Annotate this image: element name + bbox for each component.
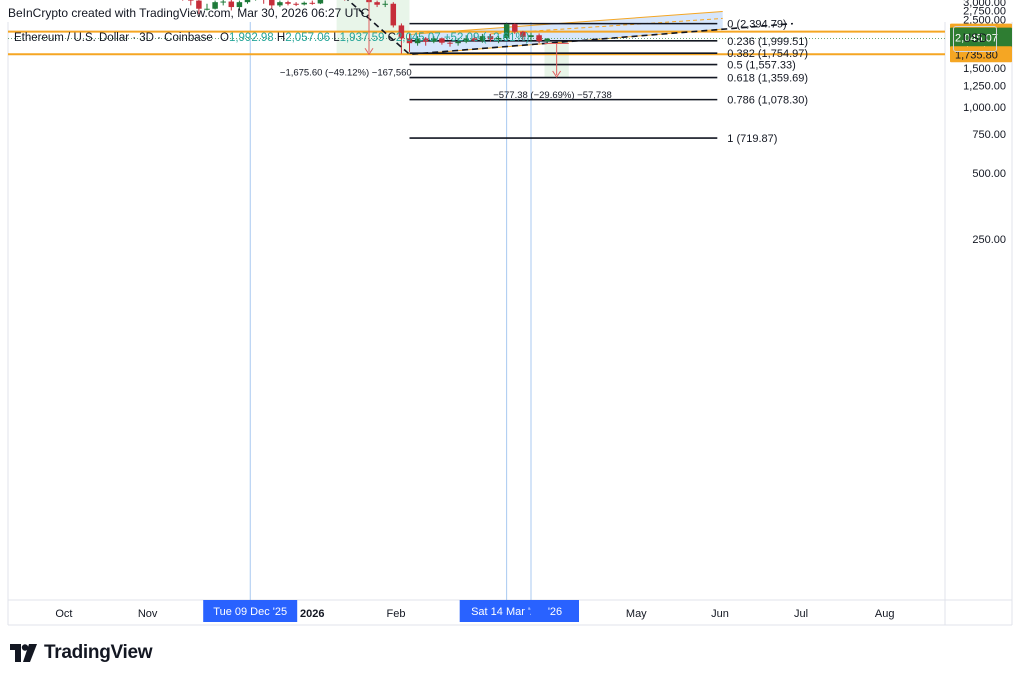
x-tick-label-3: Feb: [387, 608, 406, 620]
candle-body-58: [487, 36, 494, 40]
low-value: 1,937.59: [339, 32, 385, 44]
candle-body-59: [495, 37, 502, 40]
tradingview-brand: TradingView: [44, 642, 153, 663]
attribution-text: BeInCrypto created with TradingView.com,…: [8, 6, 370, 20]
symbol-label[interactable]: Ethereum / U.S. Dollar · 3D · Coinbase: [14, 32, 213, 44]
y-tick-label-6: 2,750.00: [963, 5, 1006, 17]
candle-body-53: [447, 42, 453, 44]
candle-body-32: [277, 2, 283, 6]
close-value: 2,045.07: [395, 32, 441, 44]
y-tick-label-9: 1,500.00: [963, 63, 1006, 75]
y-tick-label-11: 1,000.00: [963, 102, 1006, 114]
measure-arrow-1-head: [364, 48, 374, 56]
candle-body-52: [439, 38, 445, 43]
candle-body-25: [220, 1, 226, 3]
candle-body-31: [269, 0, 275, 6]
fib-level-label-1: 0.236 (1,999.51): [727, 36, 808, 48]
candle-body-21: [188, 0, 194, 1]
crosshair-date-label-1: Sat 14 Mar '26: [471, 606, 542, 618]
y-tick-label-13: 500.00: [972, 168, 1006, 180]
candle-body-61: [512, 24, 518, 32]
open-value: 1,992.98: [228, 32, 274, 44]
low-label: L: [333, 32, 340, 44]
candle-body-45: [382, 3, 388, 5]
trend-dashed-line: [346, 0, 793, 56]
candle-body-44: [374, 2, 380, 5]
crosshair-extra-label: '26: [548, 606, 562, 618]
y-tick-label-4: 3,250.00: [963, 0, 1006, 2]
y-tick-label-7: 2,500.00: [963, 15, 1006, 27]
candle-body-56: [471, 38, 478, 41]
candle-body-63: [528, 35, 534, 38]
fib-level-label-6: 1 (719.87): [727, 133, 777, 145]
candle-body-65: [544, 38, 550, 42]
currency-selector[interactable]: USD: [953, 26, 997, 52]
candle-body-27: [236, 2, 243, 8]
x-tick-label-4: May: [626, 608, 647, 620]
measure-arrow-2-head: [552, 70, 562, 78]
price-tag-2: 2,045.07: [955, 33, 998, 45]
close-label: C: [387, 32, 396, 44]
candle-body-62: [520, 31, 526, 38]
candle-body-50: [422, 38, 429, 42]
candle-body-33: [285, 2, 291, 4]
candle-body-60: [503, 24, 510, 38]
measure-label-2: −577.38 (−29.69%) −57,738: [493, 90, 612, 101]
y-tick-label-5: 3,000.00: [963, 0, 1006, 9]
y-tick-label-10: 1,250.00: [963, 81, 1006, 93]
tradingview-logo-icon: [10, 644, 38, 662]
candle-body-54: [455, 41, 461, 44]
crosshair-date-bg-0: [203, 600, 298, 622]
price-tag-3: 1,735.80: [955, 49, 998, 61]
crosshair-date-label-0: Tue 09 Dec '25: [213, 606, 287, 618]
rising-channel-band: [409, 11, 723, 55]
x-tick-label-5: Jun: [711, 608, 729, 620]
candle-body-36: [309, 2, 316, 4]
candle-body-24: [212, 2, 218, 9]
candle-body-55: [463, 38, 469, 42]
candle-body-26: [228, 1, 235, 8]
candle-body-28: [244, 0, 251, 3]
candle-body-57: [479, 36, 486, 41]
x-tick-label-6: Jul: [794, 608, 808, 620]
fib-level-label-2: 0.382 (1,754.97): [727, 48, 808, 60]
change-value: +52.09 (+2.61%): [443, 32, 530, 44]
chart-legend: Ethereum / U.S. Dollar · 3D · Coinbase O…: [14, 32, 530, 44]
y-tick-label-12: 750.00: [972, 129, 1006, 141]
decline-zone-1: [336, 0, 410, 55]
x-tick-label-1: Nov: [138, 608, 158, 620]
x-tick-label-2: 2026: [300, 608, 324, 620]
fib-level-label-4: 0.618 (1,359.69): [727, 73, 808, 85]
candle-body-47: [398, 25, 405, 39]
candle-body-51: [431, 38, 437, 42]
candle-body-35: [301, 2, 307, 5]
x-tick-label-0: Oct: [55, 608, 72, 620]
candle-body-37: [317, 0, 324, 4]
candle-body-64: [536, 35, 542, 42]
candle-body-34: [293, 3, 299, 5]
candle-body-23: [204, 8, 210, 10]
candle-body-48: [406, 38, 413, 44]
high-value: 2,057.06: [285, 32, 330, 44]
candle-body-22: [196, 0, 202, 9]
y-tick-label-14: 250.00: [972, 234, 1006, 246]
measure-label-1: −1,675.60 (−49.12%) −167,560: [280, 67, 412, 78]
tradingview-logo: TradingView: [10, 641, 153, 665]
fib-level-label-5: 0.786 (1,078.30): [727, 95, 808, 107]
crosshair-date-bg-1: [459, 600, 554, 622]
x-tick-label-7: Aug: [875, 608, 895, 620]
high-label: H: [276, 32, 286, 44]
open-label: O: [219, 32, 229, 44]
crosshair-extra-bg: [531, 600, 579, 622]
candle-body-46: [390, 3, 397, 26]
fib-level-label-3: 0.5 (1,557.33): [727, 60, 796, 72]
candle-body-49: [414, 38, 421, 44]
